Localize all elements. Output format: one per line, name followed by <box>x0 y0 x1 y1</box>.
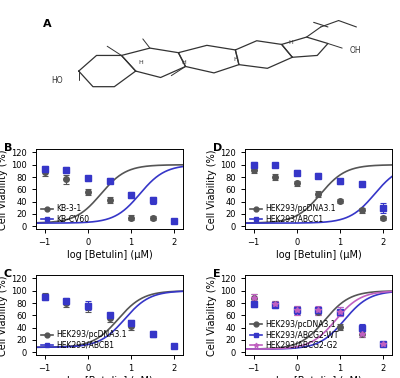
Text: H: H <box>289 40 294 45</box>
X-axis label: log [Betulin] (μM): log [Betulin] (μM) <box>67 250 152 260</box>
Text: OH: OH <box>349 46 361 55</box>
Text: H: H <box>233 57 238 62</box>
Text: A: A <box>43 19 52 29</box>
Y-axis label: Cell Viability (%): Cell Viability (%) <box>207 275 217 356</box>
Y-axis label: Cell Viability (%): Cell Viability (%) <box>0 275 8 356</box>
Text: H: H <box>181 60 186 65</box>
Text: C: C <box>4 269 12 279</box>
Text: B: B <box>4 143 12 153</box>
X-axis label: log [Betulin] (μM): log [Betulin] (μM) <box>276 376 361 378</box>
Text: H: H <box>139 60 143 65</box>
Legend: KB-3-1, KB-CV60: KB-3-1, KB-CV60 <box>40 203 90 225</box>
X-axis label: log [Betulin] (μM): log [Betulin] (μM) <box>276 250 361 260</box>
Y-axis label: Cell Viability (%): Cell Viability (%) <box>0 149 8 229</box>
Legend: HEK293/pcDNA3.1, HEK293/ABCC1: HEK293/pcDNA3.1, HEK293/ABCC1 <box>249 203 337 225</box>
Y-axis label: Cell Viability (%): Cell Viability (%) <box>207 149 217 229</box>
Text: E: E <box>212 269 220 279</box>
Legend: HEK293/pcDNA3.1, HEK293/ABCB1: HEK293/pcDNA3.1, HEK293/ABCB1 <box>40 329 128 352</box>
Text: D: D <box>212 143 222 153</box>
Text: HO: HO <box>52 76 63 85</box>
Legend: HEK293/pcDNA3.1, HEK293/ABCG2-WT, HEK293/ABCG2-G2: HEK293/pcDNA3.1, HEK293/ABCG2-WT, HEK293… <box>249 318 340 352</box>
X-axis label: log [Betulin] (μM): log [Betulin] (μM) <box>67 376 152 378</box>
